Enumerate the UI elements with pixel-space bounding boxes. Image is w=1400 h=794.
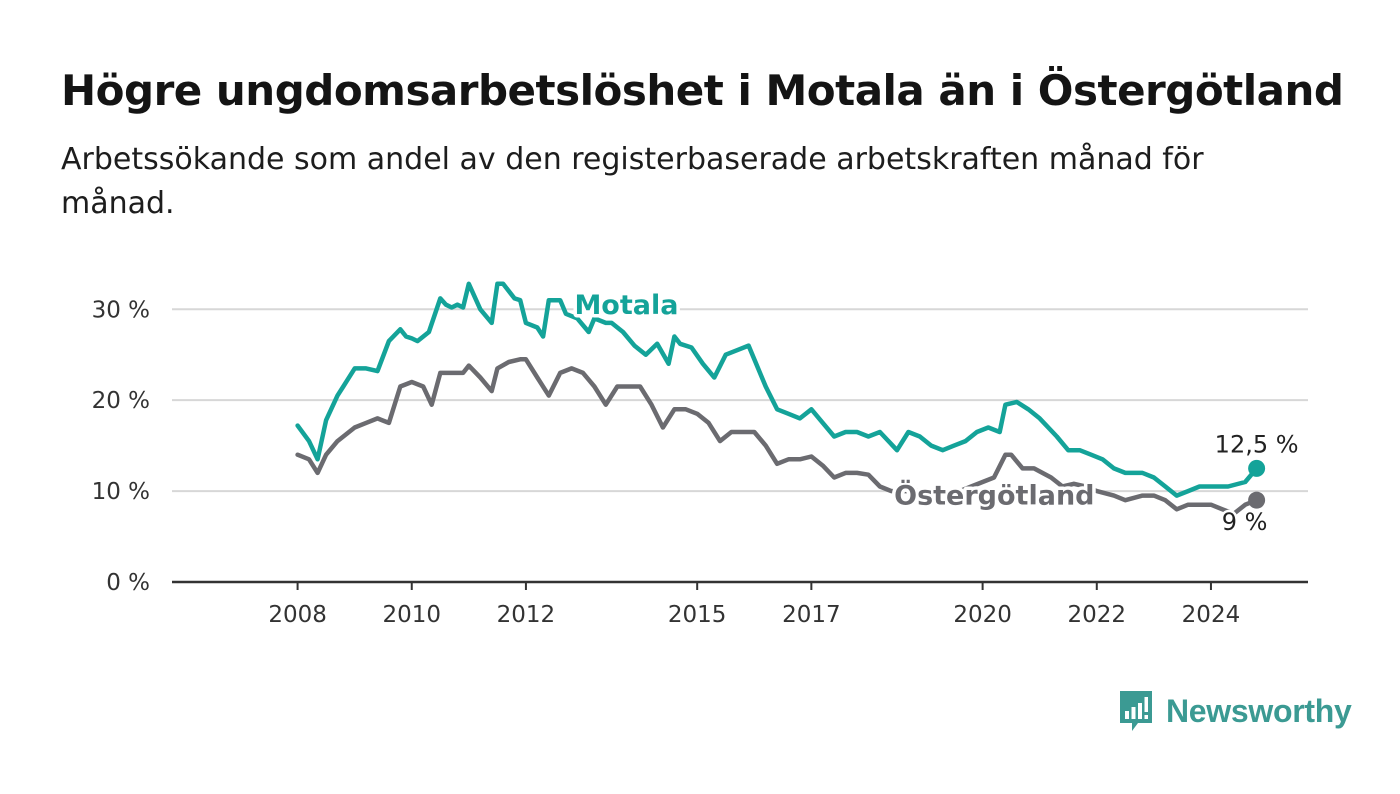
page-subtitle: Arbetssökande som andel av den registerb… [61, 142, 1204, 221]
x-tick-label: 2012 [497, 602, 556, 628]
series-lines [295, 281, 1266, 517]
series-name-label: Motala [574, 290, 678, 321]
x-axis-ticks: 2008 2010 2012 2015 2017 2020 2022 2024 [268, 582, 1240, 628]
newsworthy-logo-icon [1120, 691, 1152, 731]
series-labels: Motala 12,5 % Östergötland 9 % [571, 286, 1301, 538]
series-endpoint-1 [1248, 491, 1266, 509]
x-tick-label: 2017 [782, 602, 841, 628]
x-tick-label: 2015 [668, 602, 727, 628]
x-tick-label: 2024 [1182, 602, 1241, 628]
gridlines [172, 308, 1308, 493]
series-end-value-label: 12,5 % [1215, 430, 1299, 458]
series-name-label: Östergötland [894, 479, 1094, 512]
page-title: Högre ungdomsarbetslöshet i Motala än i … [61, 66, 1344, 115]
y-tick-label: 10 % [92, 479, 150, 505]
series-end-value-label: 9 % [1222, 508, 1268, 536]
x-tick-label: 2022 [1068, 602, 1127, 628]
y-tick-label: 30 % [92, 297, 150, 323]
x-tick-label: 2008 [268, 602, 327, 628]
x-tick-label: 2010 [382, 602, 441, 628]
series-endpoint-0 [1248, 459, 1266, 477]
series-line-1 [295, 357, 1259, 517]
brand-logo: Newsworthy [1118, 689, 1352, 733]
x-tick-label: 2020 [953, 602, 1012, 628]
brand-name: Newsworthy [1166, 692, 1352, 729]
y-tick-label: 20 % [92, 388, 150, 414]
series-line-0 [295, 281, 1259, 498]
y-axis-ticks: 0 % 10 % 20 % 30 % [92, 297, 150, 596]
y-tick-label: 0 % [106, 570, 150, 596]
